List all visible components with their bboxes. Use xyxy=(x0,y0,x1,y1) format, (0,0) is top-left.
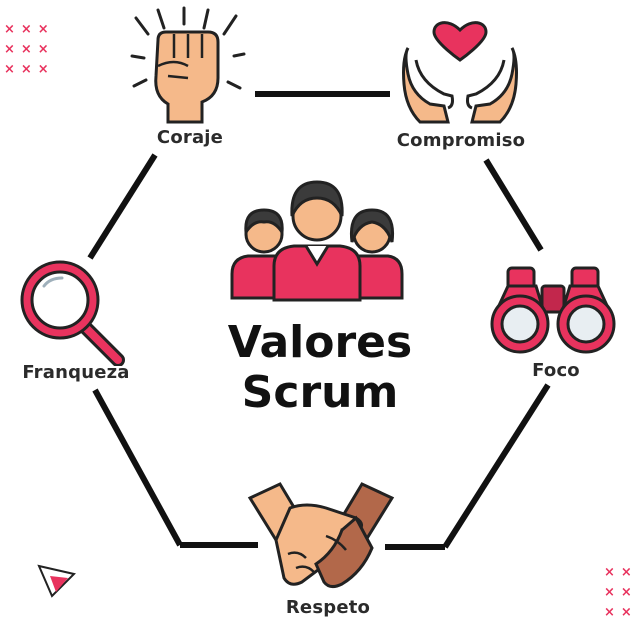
title-line-2: Scrum xyxy=(241,367,399,418)
connector-compromiso-foco xyxy=(483,158,544,252)
x-pattern-decoration-top-left: ××× ××× ××× xyxy=(4,22,55,77)
handshake-icon xyxy=(247,482,395,589)
raised-fist-icon xyxy=(130,6,246,124)
magnifying-glass-icon xyxy=(20,260,125,366)
value-label-foco: Foco xyxy=(532,360,580,381)
connector-foco-respeto xyxy=(442,383,551,549)
play-triangle-icon xyxy=(37,564,76,598)
x-pattern-decoration-bottom-right: ×× ×× ×× xyxy=(604,565,638,620)
value-label-franqueza: Franqueza xyxy=(22,362,130,383)
binoculars-icon xyxy=(490,266,616,354)
value-label-compromiso: Compromiso xyxy=(396,130,526,151)
connector-franqueza-respeto xyxy=(92,388,183,547)
title-line-1: Valores xyxy=(227,317,413,368)
team-icon xyxy=(230,180,404,302)
diagram-title: Valores Scrum xyxy=(150,318,490,418)
value-label-coraje: Coraje xyxy=(156,127,224,148)
hands-heart-icon xyxy=(402,21,518,124)
connector-franqueza-coraje xyxy=(87,153,158,260)
value-label-respeto: Respeto xyxy=(285,597,371,618)
